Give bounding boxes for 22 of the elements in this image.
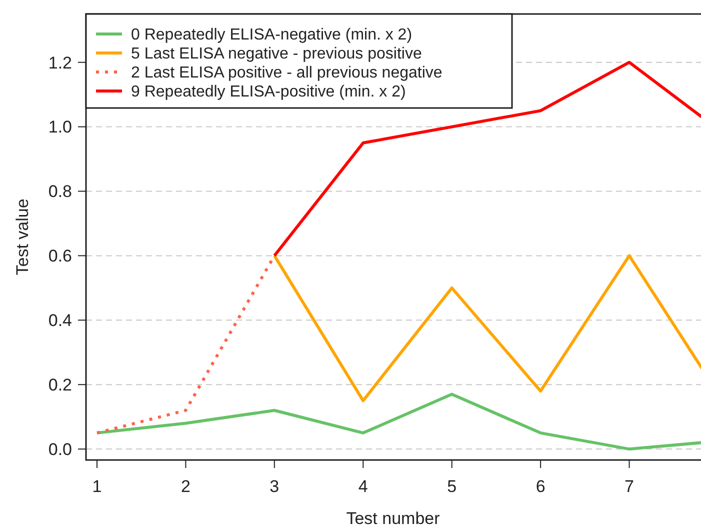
x-tick-label: 6 (536, 477, 546, 496)
line-series (96, 392, 701, 451)
x-tick-label: 4 (358, 477, 368, 496)
y-tick-label: 1.2 (48, 53, 72, 72)
legend-label: 0 Repeatedly ELISA-negative (min. x 2) (131, 26, 412, 44)
x-tick-label: 2 (180, 477, 190, 496)
y-tick-label: 0.2 (48, 376, 72, 395)
legend-label: 9 Repeatedly ELISA-positive (min. x 2) (131, 84, 406, 101)
y-tick-label: 0.4 (48, 311, 72, 330)
line-series (272, 254, 701, 402)
x-axis-title: Test number (346, 509, 440, 526)
y-tick-label: 0.0 (48, 440, 72, 459)
legend-label: 2 Last ELISA positive - all previous negative (131, 64, 442, 82)
y-tick-label: 0.6 (48, 246, 72, 266)
legend-label: 5 Last ELISA negative - previous positive (131, 46, 422, 63)
y-tick-label: 1.0 (48, 118, 72, 137)
x-tick-label: 7 (624, 477, 634, 496)
x-tick-label: 3 (270, 477, 280, 496)
y-axis-title: Test value (13, 198, 32, 276)
x-tick-label: 5 (447, 477, 457, 496)
x-tick-label: 1 (92, 477, 102, 496)
y-tick-label: 0.8 (48, 182, 72, 202)
